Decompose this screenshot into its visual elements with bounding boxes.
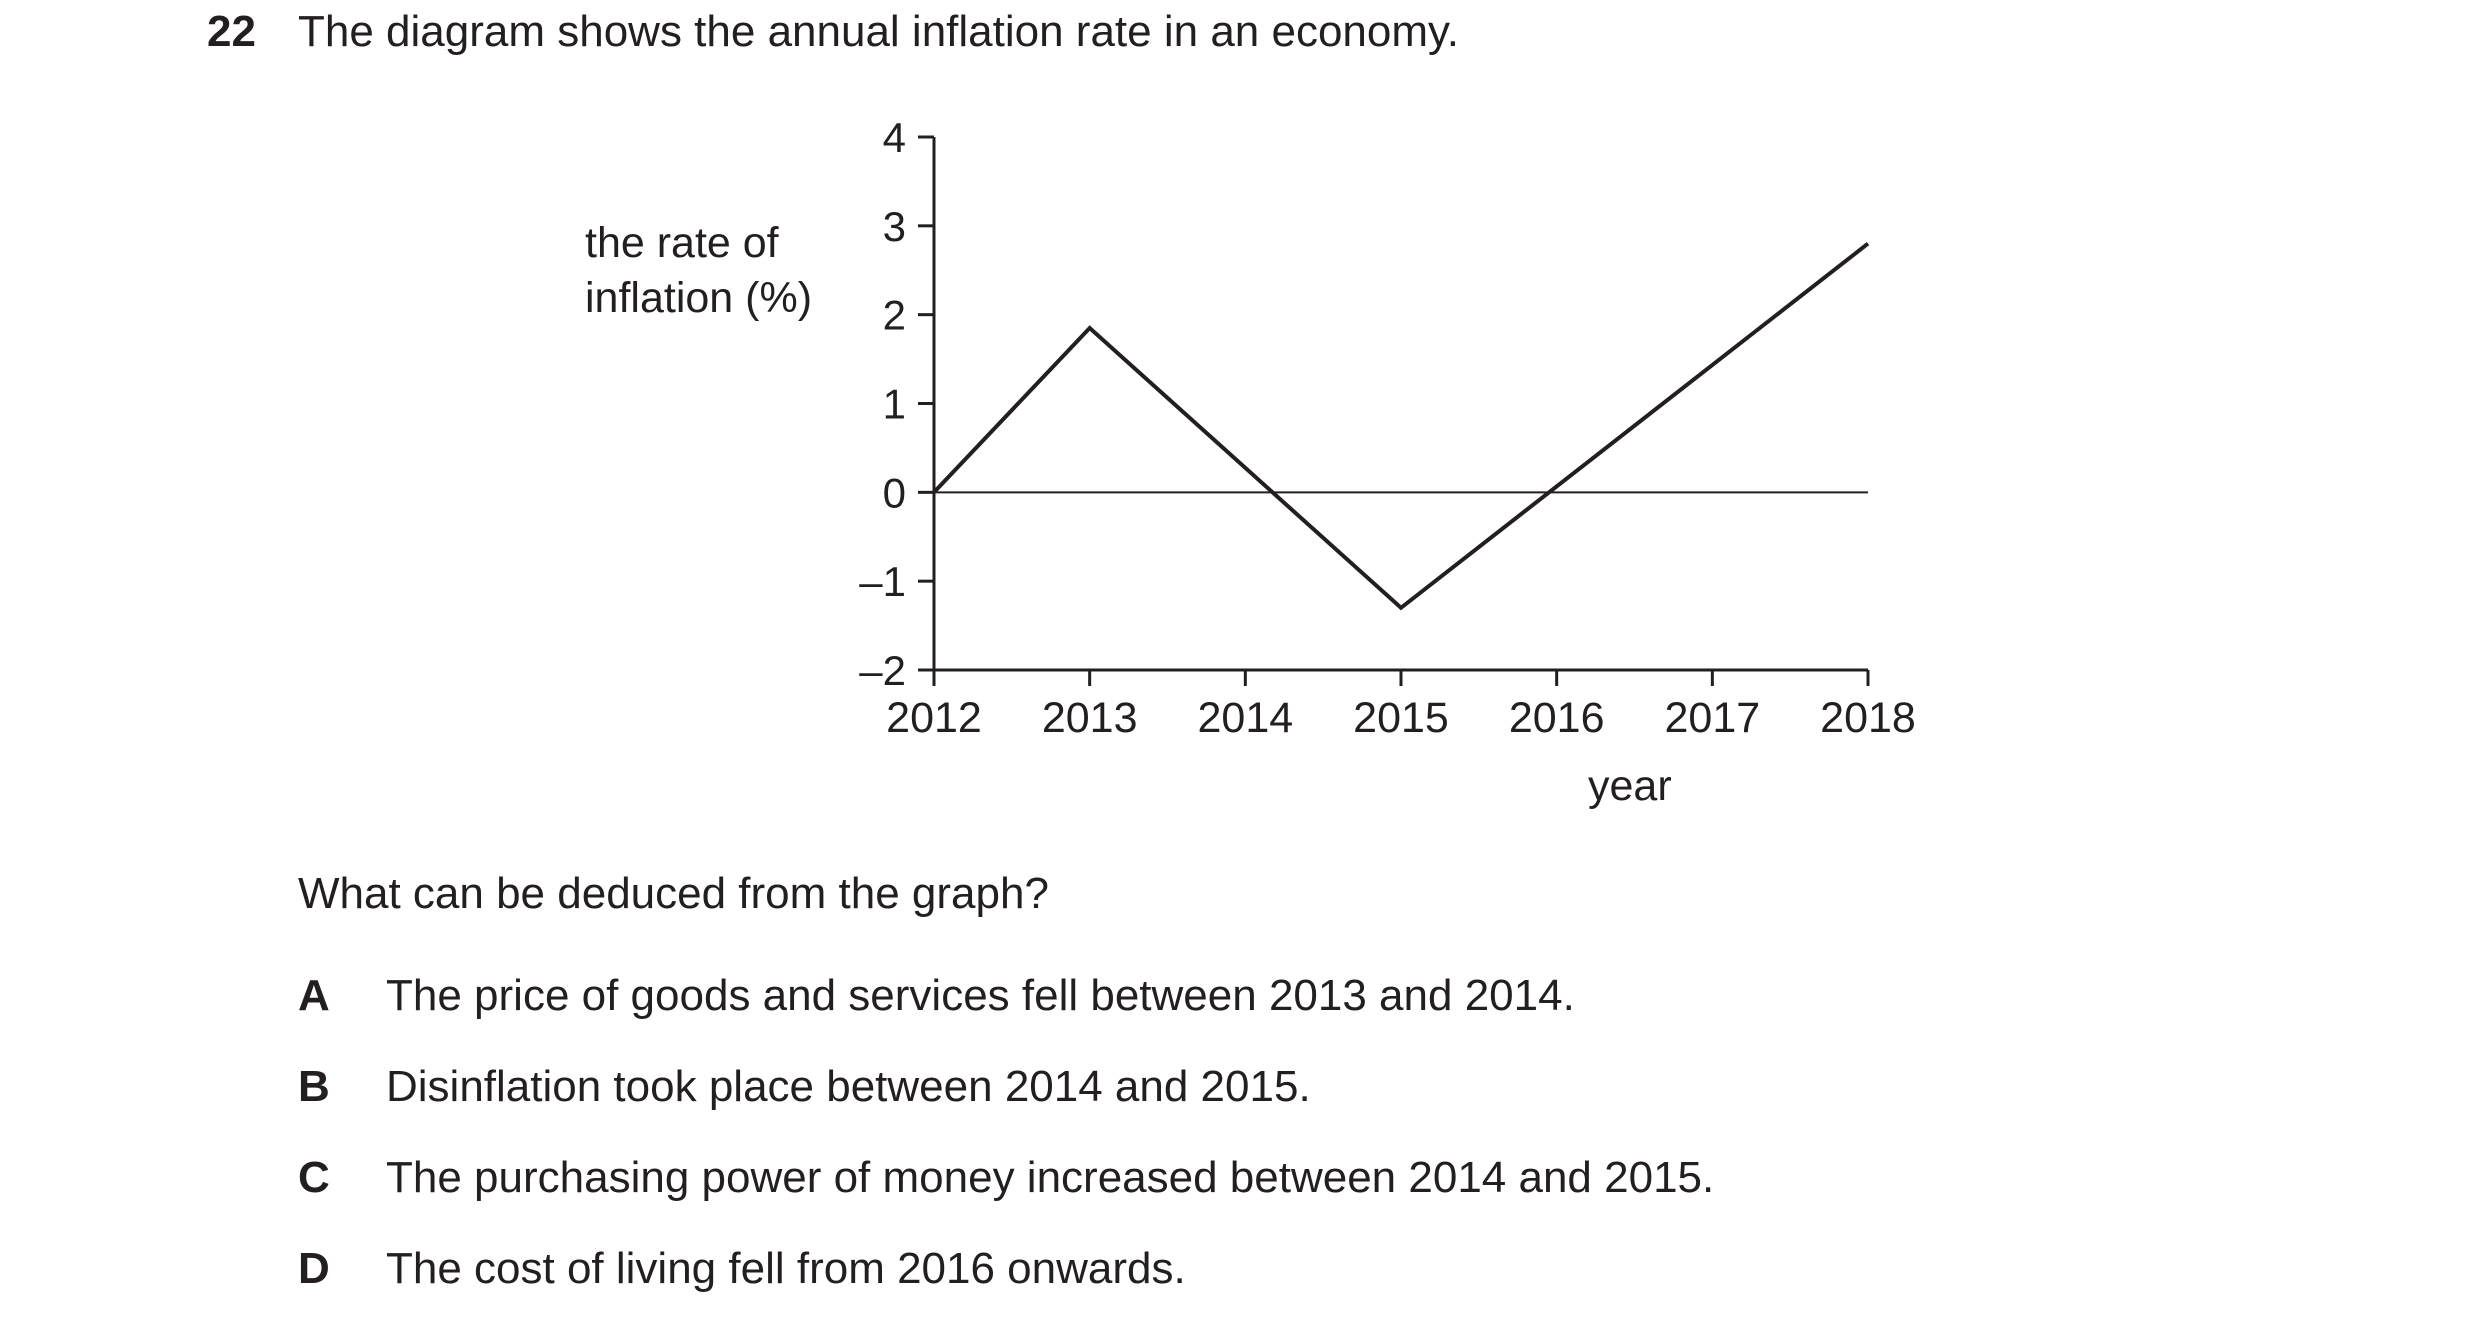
- option-letter: B: [298, 1062, 330, 1111]
- question-text: The diagram shows the annual inflation r…: [298, 7, 1459, 56]
- y-tick-label: –1: [859, 558, 906, 605]
- y-axis-label-line-2: inflation (%): [585, 274, 813, 322]
- option-text: The cost of living fell from 2016 onward…: [386, 1244, 1186, 1293]
- option-letter: C: [298, 1153, 330, 1202]
- option-letter: D: [298, 1244, 330, 1293]
- y-tick-label: 0: [883, 469, 906, 516]
- x-tick-label: 2016: [1509, 694, 1605, 742]
- x-tick-label: 2015: [1353, 694, 1449, 742]
- option-b[interactable]: B Disinflation took place between 2014 an…: [298, 1061, 1311, 1113]
- x-tick-label: 2014: [1197, 694, 1293, 742]
- x-tick-label: 2012: [886, 694, 982, 742]
- y-tick-label: 4: [883, 114, 906, 161]
- option-letter: A: [298, 971, 330, 1020]
- question-prompt: What can be deduced from the graph?: [298, 869, 1049, 918]
- y-tick-label: 1: [883, 381, 906, 428]
- question-number: 22: [207, 7, 256, 56]
- option-text: The price of goods and services fell bet…: [386, 971, 1575, 1020]
- y-axis-label-line-1: the rate of: [585, 219, 779, 267]
- y-tick-label: –2: [859, 647, 906, 694]
- option-text: The purchasing power of money increased …: [386, 1153, 1715, 1202]
- y-axis-label: the rate of inflation (%): [585, 216, 812, 326]
- option-c[interactable]: C The purchasing power of money increased…: [298, 1152, 1714, 1204]
- option-d[interactable]: D The cost of living fell from 2016 onwar…: [298, 1243, 1186, 1295]
- x-tick-label: 2017: [1664, 694, 1760, 742]
- option-text: Disinflation took place between 2014 and…: [386, 1062, 1311, 1111]
- y-tick-label: 2: [883, 292, 906, 339]
- x-axis-label: year: [1588, 762, 1672, 810]
- x-tick-label: 2018: [1820, 694, 1916, 742]
- x-tick-label: 2013: [1042, 694, 1138, 742]
- inflation-rate-line: [932, 242, 1870, 611]
- option-a[interactable]: A The price of goods and services fell be…: [298, 970, 1575, 1022]
- y-tick-label: 3: [883, 203, 906, 250]
